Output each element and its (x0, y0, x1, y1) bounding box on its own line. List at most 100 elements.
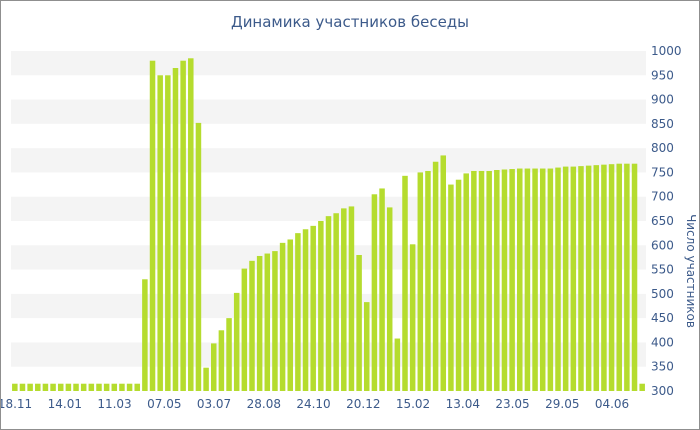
bar (318, 221, 324, 391)
x-tick-label: 14.01 (48, 397, 82, 411)
x-tick-label: 04.06 (595, 397, 629, 411)
bar (195, 122, 202, 391)
bar (103, 383, 110, 391)
bar (203, 367, 209, 391)
bar (486, 170, 492, 391)
bar (463, 173, 469, 391)
bar (302, 229, 309, 391)
bars (12, 58, 645, 392)
bar (96, 383, 102, 391)
bar (210, 343, 217, 391)
bar (341, 208, 347, 391)
y-tick-label: 900 (651, 93, 674, 107)
y-tick-label: 600 (651, 238, 674, 252)
bar (73, 383, 79, 391)
bar (172, 68, 179, 391)
bar (264, 253, 271, 391)
grid-band (11, 99, 646, 124)
bar (425, 170, 431, 391)
y-axis-label: Число участников (684, 214, 698, 328)
bar (455, 179, 462, 391)
bar (547, 168, 554, 391)
bar (539, 168, 546, 391)
bar (402, 175, 408, 391)
bar (233, 292, 240, 391)
y-tick-label: 450 (651, 311, 674, 325)
bar (570, 166, 577, 391)
x-tick-label: 23.05 (495, 397, 529, 411)
y-tick-label: 750 (651, 165, 674, 179)
bar (517, 168, 523, 391)
bar (310, 225, 316, 391)
y-tick-label: 700 (651, 190, 674, 204)
bar (509, 169, 515, 391)
bar (272, 251, 278, 391)
x-tick-label: 13.04 (446, 397, 480, 411)
bar (50, 383, 56, 391)
bar (149, 60, 156, 392)
grid-band (11, 148, 646, 173)
bar (287, 239, 293, 391)
bar (471, 170, 477, 391)
bar (578, 166, 584, 391)
bar (279, 242, 286, 391)
bar (134, 383, 140, 391)
x-tick-label: 15.02 (396, 397, 430, 411)
bar (249, 260, 255, 391)
bar (417, 172, 424, 391)
x-tick-label: 11.03 (97, 397, 131, 411)
bar (142, 279, 148, 391)
bar (386, 207, 393, 391)
y-tick-label: 350 (651, 360, 674, 374)
bar (532, 168, 538, 391)
y-tick-label: 300 (651, 384, 674, 398)
y-tick-label: 500 (651, 287, 674, 301)
bar (157, 75, 163, 391)
bar (585, 165, 592, 391)
bar (394, 338, 401, 391)
x-tick-label: 18.11 (1, 397, 32, 411)
bar (562, 166, 569, 391)
bar (256, 255, 263, 391)
bar (555, 167, 561, 391)
x-tick-label: 24.10 (296, 397, 330, 411)
y-tick-labels: 300 350 400 450 500 550 600 650 700 750 800 850 900 9… (651, 44, 682, 398)
bar (601, 164, 607, 391)
chart-title: Динамика участников беседы (230, 13, 470, 31)
bar (218, 330, 225, 391)
bar (88, 383, 95, 391)
bar (608, 164, 615, 391)
bar (440, 155, 447, 391)
bar (631, 163, 638, 391)
bar (379, 188, 385, 391)
bar (325, 216, 332, 391)
bar (65, 383, 72, 391)
bar (126, 383, 133, 391)
bar (35, 383, 41, 391)
bar (409, 244, 416, 391)
y-tick-label: 1000 (651, 44, 682, 58)
bar (333, 213, 339, 391)
bar (180, 60, 186, 392)
bar (624, 163, 630, 391)
x-tick-label: 20.12 (346, 397, 380, 411)
bar (42, 383, 49, 391)
y-tick-label: 850 (651, 117, 674, 131)
x-tick-label: 29.05 (545, 397, 579, 411)
bar (494, 170, 500, 391)
bar (119, 383, 125, 391)
bar (57, 383, 64, 391)
x-tick-labels: 18.11 14.01 11.03 07.05 03.07 28.08 24.10 20.12… (1, 397, 629, 411)
y-tick-label: 400 (651, 335, 674, 349)
bar (364, 302, 370, 391)
bar (80, 383, 87, 391)
bar (371, 194, 378, 391)
bar (616, 163, 622, 391)
bar (478, 170, 485, 391)
bar (111, 383, 118, 391)
bar (348, 206, 355, 391)
x-tick-label: 28.08 (247, 397, 281, 411)
bar (448, 184, 454, 391)
y-tick-label: 950 (651, 68, 674, 82)
